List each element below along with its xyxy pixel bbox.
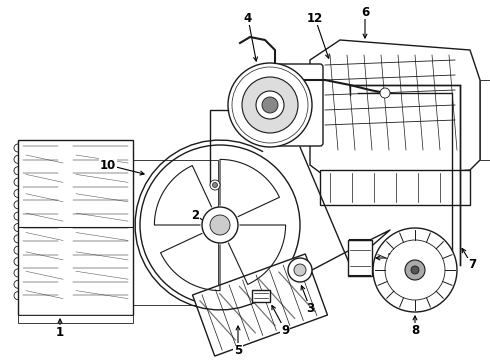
Circle shape [262,97,278,113]
Circle shape [228,63,312,147]
Text: 9: 9 [281,324,289,337]
Text: 4: 4 [244,12,252,24]
Circle shape [210,215,230,235]
Circle shape [242,77,298,133]
Circle shape [294,264,306,276]
Bar [18,140,133,315]
Bar [480,80,490,160]
Text: 2: 2 [191,208,199,221]
Polygon shape [193,254,327,356]
Circle shape [213,183,218,188]
Polygon shape [310,40,480,180]
Text: 10: 10 [100,158,116,171]
Bar [348,240,372,276]
Circle shape [202,207,238,243]
Bar [18,315,133,323]
Circle shape [385,240,445,300]
Circle shape [373,228,457,312]
Bar [133,160,218,305]
Text: 11: 11 [387,252,403,265]
Text: 8: 8 [411,324,419,337]
Circle shape [380,88,390,98]
Circle shape [210,180,220,190]
Circle shape [405,260,425,280]
Text: 5: 5 [234,343,242,356]
Text: 7: 7 [468,258,476,271]
Bar [320,170,470,205]
Circle shape [256,91,284,119]
Text: 1: 1 [56,325,64,338]
FancyBboxPatch shape [262,64,323,146]
Circle shape [288,258,312,282]
Circle shape [411,266,419,274]
Text: 12: 12 [307,12,323,24]
Text: 6: 6 [361,5,369,18]
Bar [252,290,270,302]
Text: 3: 3 [306,302,314,315]
